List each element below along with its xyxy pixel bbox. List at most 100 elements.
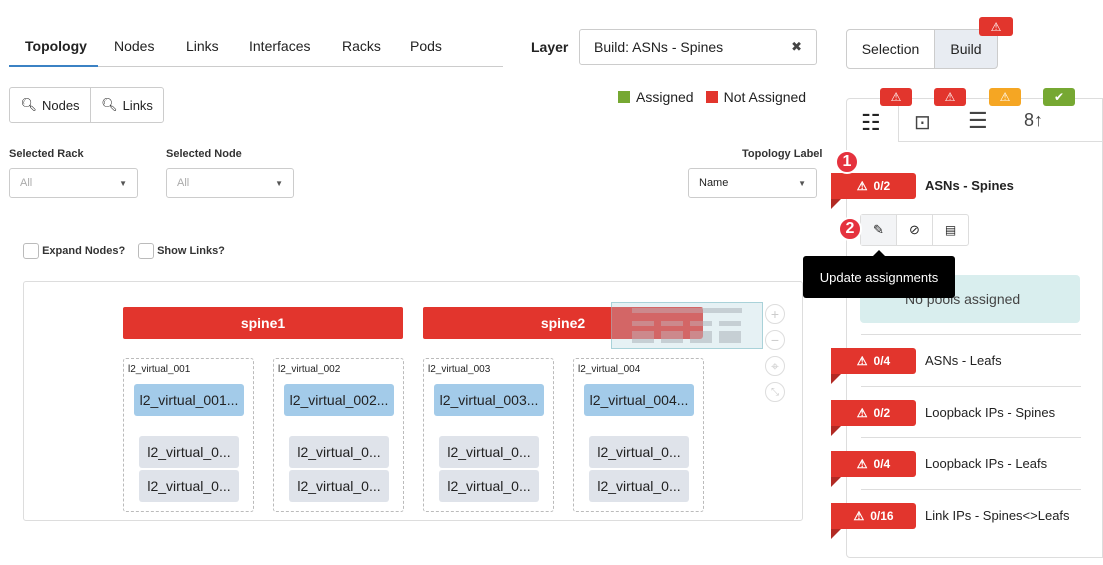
resource-name: ASNs - Spines	[925, 178, 1014, 193]
generic-node[interactable]: l2_virtual_0...	[139, 470, 239, 502]
status-badge: ⚠ 0/4	[831, 451, 916, 477]
rack-value: All	[20, 177, 33, 189]
selection-button[interactable]: Selection	[846, 29, 935, 69]
rack-group[interactable]: l2_virtual_002 l2_virtual_002... l2_virtua…	[273, 358, 404, 512]
resource-name: Link IPs - Spines<>Leafs	[925, 508, 1070, 523]
generic-node[interactable]: l2_virtual_0...	[139, 436, 239, 468]
layer-value: Build: ASNs - Spines	[594, 39, 724, 55]
build-warning-icon: ⚠	[979, 17, 1013, 36]
topology-canvas[interactable]	[23, 281, 803, 521]
properties-tab-icon[interactable]: 8↑	[1024, 110, 1044, 130]
empty-pools-box: No pools assigned	[860, 275, 1080, 323]
panel-tab-active-border	[898, 98, 899, 142]
edit-icon[interactable]: ✎	[861, 215, 896, 245]
leaf-node[interactable]: l2_virtual_001...	[134, 384, 244, 416]
warning-icon: ⚠	[934, 88, 966, 106]
selected-rack-label: Selected Rack	[9, 148, 84, 160]
expand-nodes-checkbox[interactable]: Expand Nodes?	[23, 243, 125, 259]
show-links-label: Show Links?	[157, 244, 225, 257]
checkbox[interactable]	[138, 243, 154, 259]
action-toolbar: ✎ ⊘ ▤	[860, 214, 969, 246]
not-assigned-swatch	[705, 91, 718, 103]
leaf-node[interactable]: l2_virtual_002...	[284, 384, 394, 416]
tabs-underline	[9, 66, 503, 67]
tooltip: Update assignments	[803, 256, 955, 298]
warning-icon: ⚠	[856, 457, 868, 471]
checkbox[interactable]	[23, 243, 39, 259]
rack-group[interactable]: l2_virtual_004 l2_virtual_004... l2_virtua…	[573, 358, 704, 512]
search-links-button[interactable]: 🔍︎ Links	[90, 87, 164, 123]
minimap-viewport	[611, 307, 703, 339]
caret-down-icon: ▼	[798, 178, 806, 188]
clear-icon[interactable]: ✖	[791, 39, 802, 54]
zoom-in-icon[interactable]: +	[765, 304, 785, 324]
panel-tabs-underline	[898, 141, 1103, 142]
search-nodes-label: Nodes	[41, 97, 80, 113]
layer-select[interactable]: Build: ASNs - Spines ✖	[579, 29, 817, 65]
zoom-out-icon[interactable]: −	[765, 330, 785, 350]
topo-value: Name	[699, 177, 729, 189]
resource-name: Loopback IPs - Spines	[925, 405, 1056, 420]
resource-name: Loopback IPs - Leafs	[925, 456, 1048, 471]
warning-icon: ⚠	[880, 88, 912, 106]
tab-links[interactable]: Links	[186, 38, 219, 54]
rack-label: l2_virtual_001	[128, 364, 191, 375]
generic-node[interactable]: l2_virtual_0...	[589, 436, 689, 468]
search-nodes-button[interactable]: 🔍︎ Nodes	[9, 87, 91, 123]
rack-label: l2_virtual_002	[278, 364, 341, 375]
assigned-swatch	[618, 91, 630, 103]
check-icon: ✔	[1043, 88, 1075, 106]
legend: Assigned Not Assigned	[618, 89, 806, 105]
status-badge: ⚠ 0/16	[831, 503, 916, 529]
leaf-node[interactable]: l2_virtual_004...	[584, 384, 694, 416]
step-marker: 1	[835, 150, 859, 174]
generic-node[interactable]: l2_virtual_0...	[439, 470, 539, 502]
generic-node[interactable]: l2_virtual_0...	[589, 470, 689, 502]
rack-label: l2_virtual_004	[578, 364, 641, 375]
generic-node[interactable]: l2_virtual_0...	[289, 436, 389, 468]
resources-tab-icon[interactable]: ☷	[861, 110, 881, 135]
caret-down-icon: ▼	[275, 178, 283, 188]
rack-group[interactable]: l2_virtual_003 l2_virtual_003... l2_virtua…	[423, 358, 554, 512]
topology-label-label: Topology Label	[742, 148, 823, 160]
layer-label: Layer	[531, 39, 569, 55]
leaf-node[interactable]: l2_virtual_003...	[434, 384, 544, 416]
assigned-label: Assigned	[636, 89, 694, 105]
step-marker: 2	[838, 217, 862, 241]
active-tab-indicator	[9, 65, 98, 67]
tab-interfaces[interactable]: Interfaces	[249, 38, 311, 54]
caret-down-icon: ▼	[119, 178, 127, 188]
show-links-checkbox[interactable]: Show Links?	[138, 243, 225, 259]
tab-pods[interactable]: Pods	[410, 38, 442, 54]
tab-topology[interactable]: Topology	[25, 38, 87, 54]
device-profiles-tab-icon[interactable]: ⊡	[914, 112, 931, 134]
node-value: All	[177, 177, 190, 189]
tab-nodes[interactable]: Nodes	[114, 38, 155, 54]
rack-group[interactable]: l2_virtual_001 l2_virtual_001... l2_virtua…	[123, 358, 254, 512]
fit-icon[interactable]: ⤡	[765, 382, 785, 402]
devices-tab-icon[interactable]: ☰	[968, 108, 988, 133]
warning-icon: ⚠	[856, 179, 868, 193]
tooltip-arrow	[873, 250, 885, 256]
warning-icon: ⚠	[989, 88, 1021, 106]
spine-node[interactable]: spine1	[123, 307, 403, 339]
document-icon[interactable]: ▤	[932, 215, 968, 245]
clear-assignment-icon[interactable]: ⊘	[896, 215, 932, 245]
topology-label-select[interactable]: Name ▼	[688, 168, 817, 198]
selected-node-select[interactable]: All ▼	[166, 168, 294, 198]
status-badge: ⚠ 0/2	[831, 400, 916, 426]
rack-label: l2_virtual_003	[428, 364, 491, 375]
selected-rack-select[interactable]: All ▼	[9, 168, 138, 198]
search-icon: 🔍︎	[101, 97, 118, 112]
tab-racks[interactable]: Racks	[342, 38, 381, 54]
warning-icon: ⚠	[856, 354, 868, 368]
selected-node-label: Selected Node	[166, 148, 242, 160]
search-links-label: Links	[122, 97, 153, 113]
expand-nodes-label: Expand Nodes?	[42, 244, 126, 257]
generic-node[interactable]: l2_virtual_0...	[439, 436, 539, 468]
generic-node[interactable]: l2_virtual_0...	[289, 470, 389, 502]
resource-name: ASNs - Leafs	[925, 353, 1002, 368]
status-badge: ⚠ 0/4	[831, 348, 916, 374]
center-icon[interactable]: ⌖	[765, 356, 785, 376]
status-badge: ⚠ 0/2	[831, 173, 916, 199]
